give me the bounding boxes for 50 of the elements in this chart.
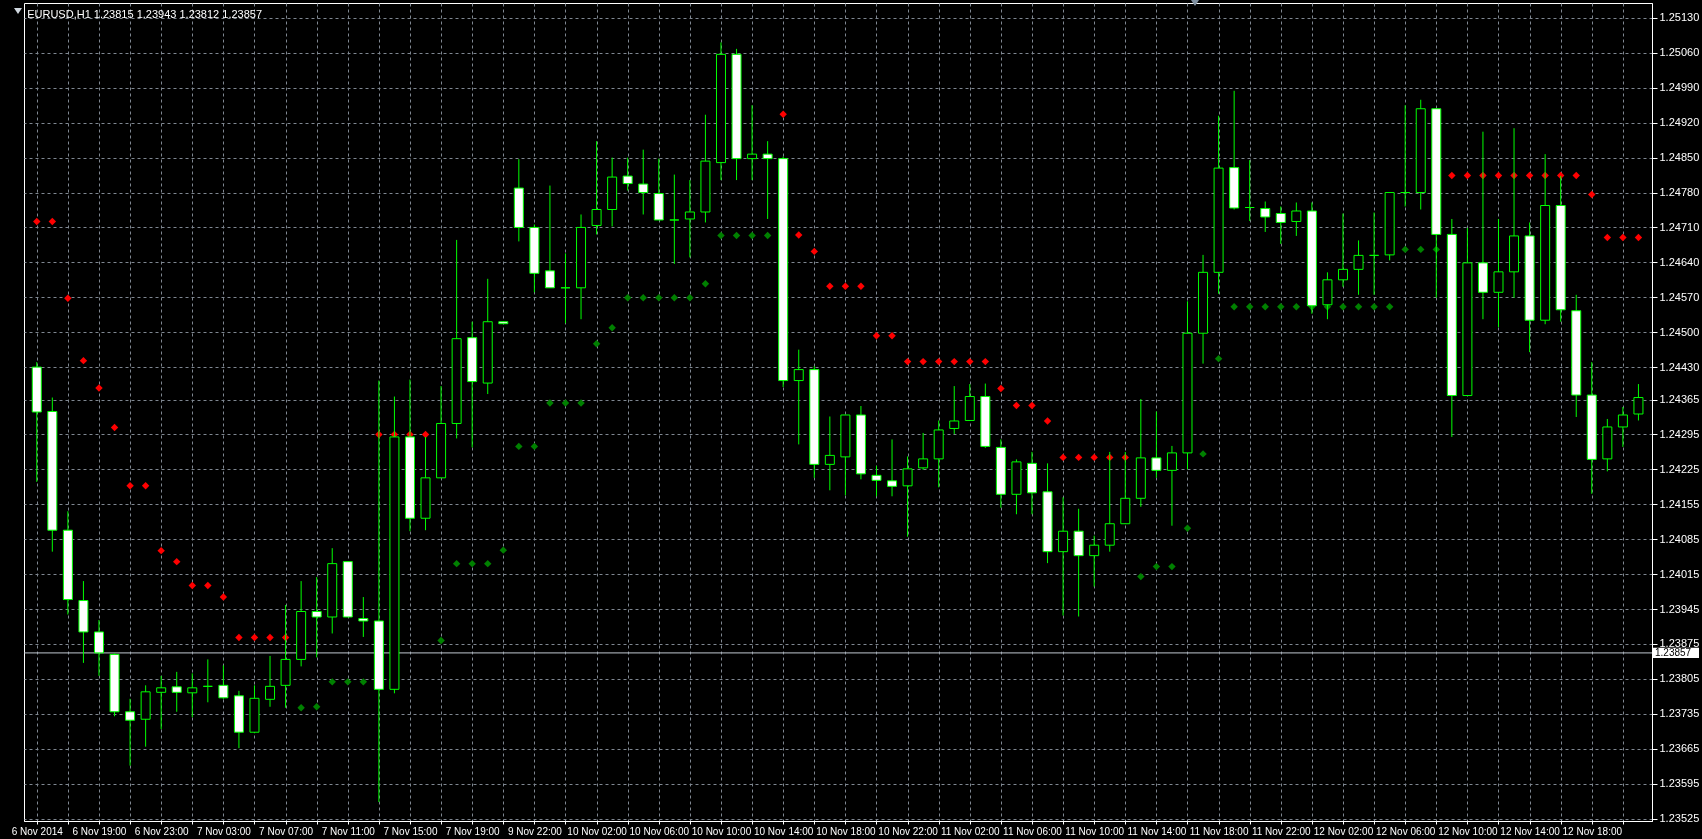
y-tick-label: 1.24990	[1659, 81, 1700, 94]
y-tick-label: 1.24850	[1659, 151, 1700, 164]
y-tick-label: 1.24640	[1659, 255, 1700, 268]
x-tick-label: 12 Nov 10:00	[1438, 825, 1499, 837]
y-tick-label: 1.24015	[1659, 567, 1700, 580]
y-tick-label: 1.24295	[1659, 427, 1700, 440]
x-tick-label: 10 Nov 02:00	[567, 825, 628, 837]
y-tick-label: 1.24430	[1659, 360, 1700, 373]
x-tick-label: 10 Nov 22:00	[878, 825, 939, 837]
x-tick-label: 11 Nov 18:00	[1189, 825, 1249, 837]
x-tick-label: 9 Nov 22:00	[507, 825, 563, 837]
y-tick-label: 1.23595	[1659, 777, 1700, 790]
x-tick-label: 10 Nov 10:00	[691, 825, 752, 837]
y-tick-label: 1.23665	[1659, 742, 1700, 755]
x-tick-label: 10 Nov 14:00	[753, 825, 814, 837]
x-tick-label: 10 Nov 06:00	[629, 825, 690, 837]
x-tick-label: 11 Nov 22:00	[1251, 825, 1312, 837]
x-tick-label: 11 Nov 10:00	[1065, 825, 1125, 837]
y-tick-label: 1.24365	[1659, 393, 1700, 406]
y-tick-label: 1.24920	[1659, 116, 1700, 129]
y-tick-label: 1.24085	[1659, 532, 1700, 545]
y-tick-label: 1.23805	[1659, 672, 1700, 685]
x-tick-label: 6 Nov 23:00	[134, 825, 190, 837]
x-tick-label: 12 Nov 18:00	[1562, 825, 1623, 837]
x-tick-label: 7 Nov 11:00	[321, 825, 376, 837]
y-tick-label: 1.25130	[1659, 11, 1700, 24]
y-tick-label: 1.23525	[1659, 812, 1700, 825]
y-tick-label: 1.24225	[1659, 462, 1700, 475]
x-tick-label: 7 Nov 19:00	[445, 825, 501, 837]
y-tick-label: 1.23735	[1659, 707, 1700, 720]
x-tick-label: 10 Nov 18:00	[816, 825, 877, 837]
y-tick-label: 1.24710	[1659, 220, 1700, 233]
x-tick-label: 6 Nov 19:00	[72, 825, 127, 837]
x-tick-label: 7 Nov 15:00	[383, 825, 438, 837]
y-tick-label: 1.23945	[1659, 602, 1700, 615]
y-tick-label: 1.24155	[1659, 497, 1700, 510]
y-tick-label: 1.24570	[1659, 290, 1700, 303]
chart-title: EURUSD,H1 1.23815 1.23943 1.23812 1.23857	[27, 8, 263, 20]
x-tick-label: 6 Nov 2014	[11, 825, 64, 837]
x-tick-label: 11 Nov 14:00	[1127, 825, 1187, 837]
x-tick-label: 11 Nov 02:00	[940, 825, 1001, 837]
x-tick-label: 12 Nov 14:00	[1500, 825, 1561, 837]
x-tick-label: 12 Nov 02:00	[1313, 825, 1374, 837]
x-tick-label: 7 Nov 07:00	[259, 825, 314, 837]
x-tick-label: 7 Nov 03:00	[196, 825, 252, 837]
x-tick-label: 12 Nov 06:00	[1375, 825, 1436, 837]
y-tick-label: 1.24500	[1659, 325, 1700, 338]
y-tick-label: 1.25060	[1659, 46, 1700, 59]
x-tick-label: 11 Nov 06:00	[1003, 825, 1063, 837]
y-tick-label: 1.24780	[1659, 186, 1700, 199]
